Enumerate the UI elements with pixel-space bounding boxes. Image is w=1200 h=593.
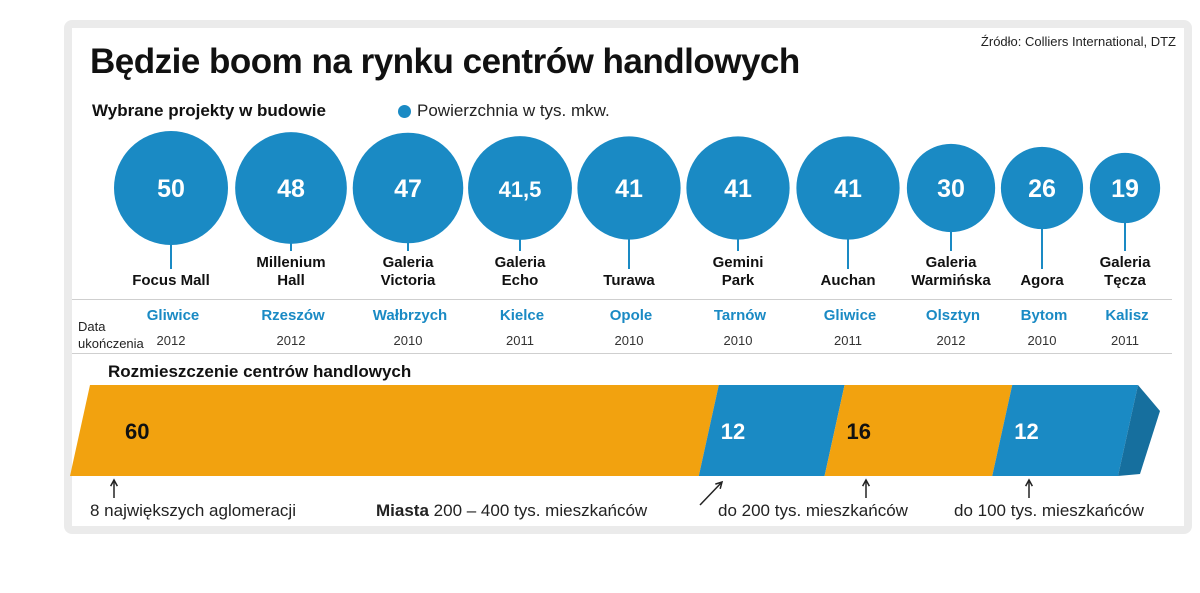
completion-year-label: 2010 [1028, 333, 1057, 348]
completion-year-label: 2011 [834, 333, 862, 348]
project-name-label: Galeria [495, 254, 547, 271]
bar-segment-value-label: 12 [1014, 419, 1038, 444]
bar-segment [70, 385, 719, 476]
caption-arrow [699, 481, 723, 506]
segment-caption: Miasta 200 – 400 tys. mieszkańców [376, 501, 647, 521]
project-name-label: Focus Mall [132, 272, 210, 289]
completion-year-label: 2011 [1111, 333, 1139, 348]
bubble-value-label: 47 [394, 175, 422, 203]
bubble [468, 136, 572, 240]
project-name-label: Park [722, 272, 755, 289]
source-note: Źródło: Colliers International, DTZ [980, 34, 1176, 49]
bubble-value-label: 48 [277, 175, 305, 203]
project-name-label: Gemini [713, 254, 764, 271]
bubble-value-label: 41 [615, 175, 643, 203]
project-name-label: Galeria [1100, 254, 1152, 271]
bubble-value-label: 26 [1028, 175, 1056, 203]
project-name-label: Millenium [256, 254, 325, 271]
project-name-label: Turawa [603, 272, 655, 289]
bubble [1000, 146, 1084, 230]
project-name-label: Echo [502, 272, 539, 289]
legend: Powierzchnia w tys. mkw. [398, 101, 610, 121]
city-label: Gliwice [824, 307, 877, 324]
completion-year-label: 2012 [937, 333, 966, 348]
caption-arrow-head [715, 480, 724, 489]
city-label: Bytom [1021, 307, 1068, 324]
project-name-label: Agora [1020, 272, 1064, 289]
city-label: Kielce [500, 307, 544, 324]
segment-caption-text: 200 – 400 tys. mieszkańców [433, 501, 648, 520]
completion-year-label: 2010 [615, 333, 644, 348]
chart-title: Będzie boom na rynku centrów handlowych [90, 42, 800, 81]
bubble-value-label: 41 [834, 175, 862, 203]
distribution-title: Rozmieszczenie centrów handlowych [108, 362, 412, 381]
city-label: Opole [610, 307, 653, 324]
segment-caption-bold: Miasta [376, 501, 429, 520]
bar-segment-value-label: 60 [125, 419, 149, 444]
bar-segment [698, 385, 845, 476]
completion-year-label: 2012 [157, 333, 186, 348]
segment-caption: do 200 tys. mieszkańców [718, 501, 908, 521]
bar-segment-value-label: 16 [847, 419, 871, 444]
bubble-value-label: 50 [157, 175, 185, 203]
legend-dot-icon [398, 104, 411, 118]
caption-arrow-head [1024, 478, 1034, 487]
bubble [577, 136, 681, 240]
project-name-label: Galeria [383, 254, 435, 271]
city-label: Olsztyn [926, 307, 980, 324]
project-name-label: Victoria [381, 272, 436, 289]
segment-caption-text: do 100 tys. mieszkańców [954, 501, 1144, 520]
bar-segment [824, 385, 1013, 476]
chart-subtitle: Wybrane projekty w budowie [92, 101, 326, 120]
legend-label: Powierzchnia w tys. mkw. [417, 101, 610, 120]
segment-caption-text: do 200 tys. mieszkańców [718, 501, 908, 520]
row-divider-top [72, 299, 1172, 300]
completion-year-label: 2012 [277, 333, 306, 348]
bubble-value-label: 41 [724, 175, 752, 203]
bubble-value-label: 19 [1111, 175, 1139, 203]
completion-year-label: 2010 [394, 333, 423, 348]
caption-arrow-head [861, 478, 871, 487]
bubble-value-label: 30 [937, 175, 965, 203]
date-caption-line1: Data [78, 319, 106, 334]
city-label: Wałbrzych [373, 307, 447, 324]
completion-year-label: 2010 [724, 333, 753, 348]
segment-caption: do 100 tys. mieszkańców [954, 501, 1144, 521]
bar-segment-value-label: 12 [721, 419, 745, 444]
project-name-label: Auchan [820, 272, 875, 289]
bar-end-face [1118, 385, 1160, 476]
bubble-value-label: 41,5 [499, 177, 542, 202]
bubble [796, 136, 900, 240]
bar-segment [992, 385, 1138, 476]
project-name-label: Galeria [926, 254, 978, 271]
segment-caption: 8 największych aglomeracji [90, 501, 296, 521]
caption-arrow-head [109, 478, 119, 487]
project-name-label: Tęcza [1104, 272, 1146, 289]
city-label: Tarnów [714, 307, 767, 324]
segment-caption-text: 8 największych aglomeracji [90, 501, 296, 520]
date-caption: Data ukończenia [78, 318, 144, 352]
bubble [114, 131, 228, 245]
project-name-label: Hall [277, 272, 305, 289]
bubble [235, 132, 347, 244]
bubble [1089, 152, 1161, 224]
row-divider-bottom [72, 353, 1172, 354]
city-label: Rzeszów [261, 307, 325, 324]
completion-year-label: 2011 [506, 333, 534, 348]
city-label: Kalisz [1105, 307, 1148, 324]
city-label: Gliwice [147, 307, 200, 324]
project-name-label: Warmińska [911, 272, 991, 289]
bubble [352, 132, 464, 244]
bubble [906, 143, 996, 233]
date-caption-line2: ukończenia [78, 336, 144, 351]
bubble [686, 136, 790, 240]
